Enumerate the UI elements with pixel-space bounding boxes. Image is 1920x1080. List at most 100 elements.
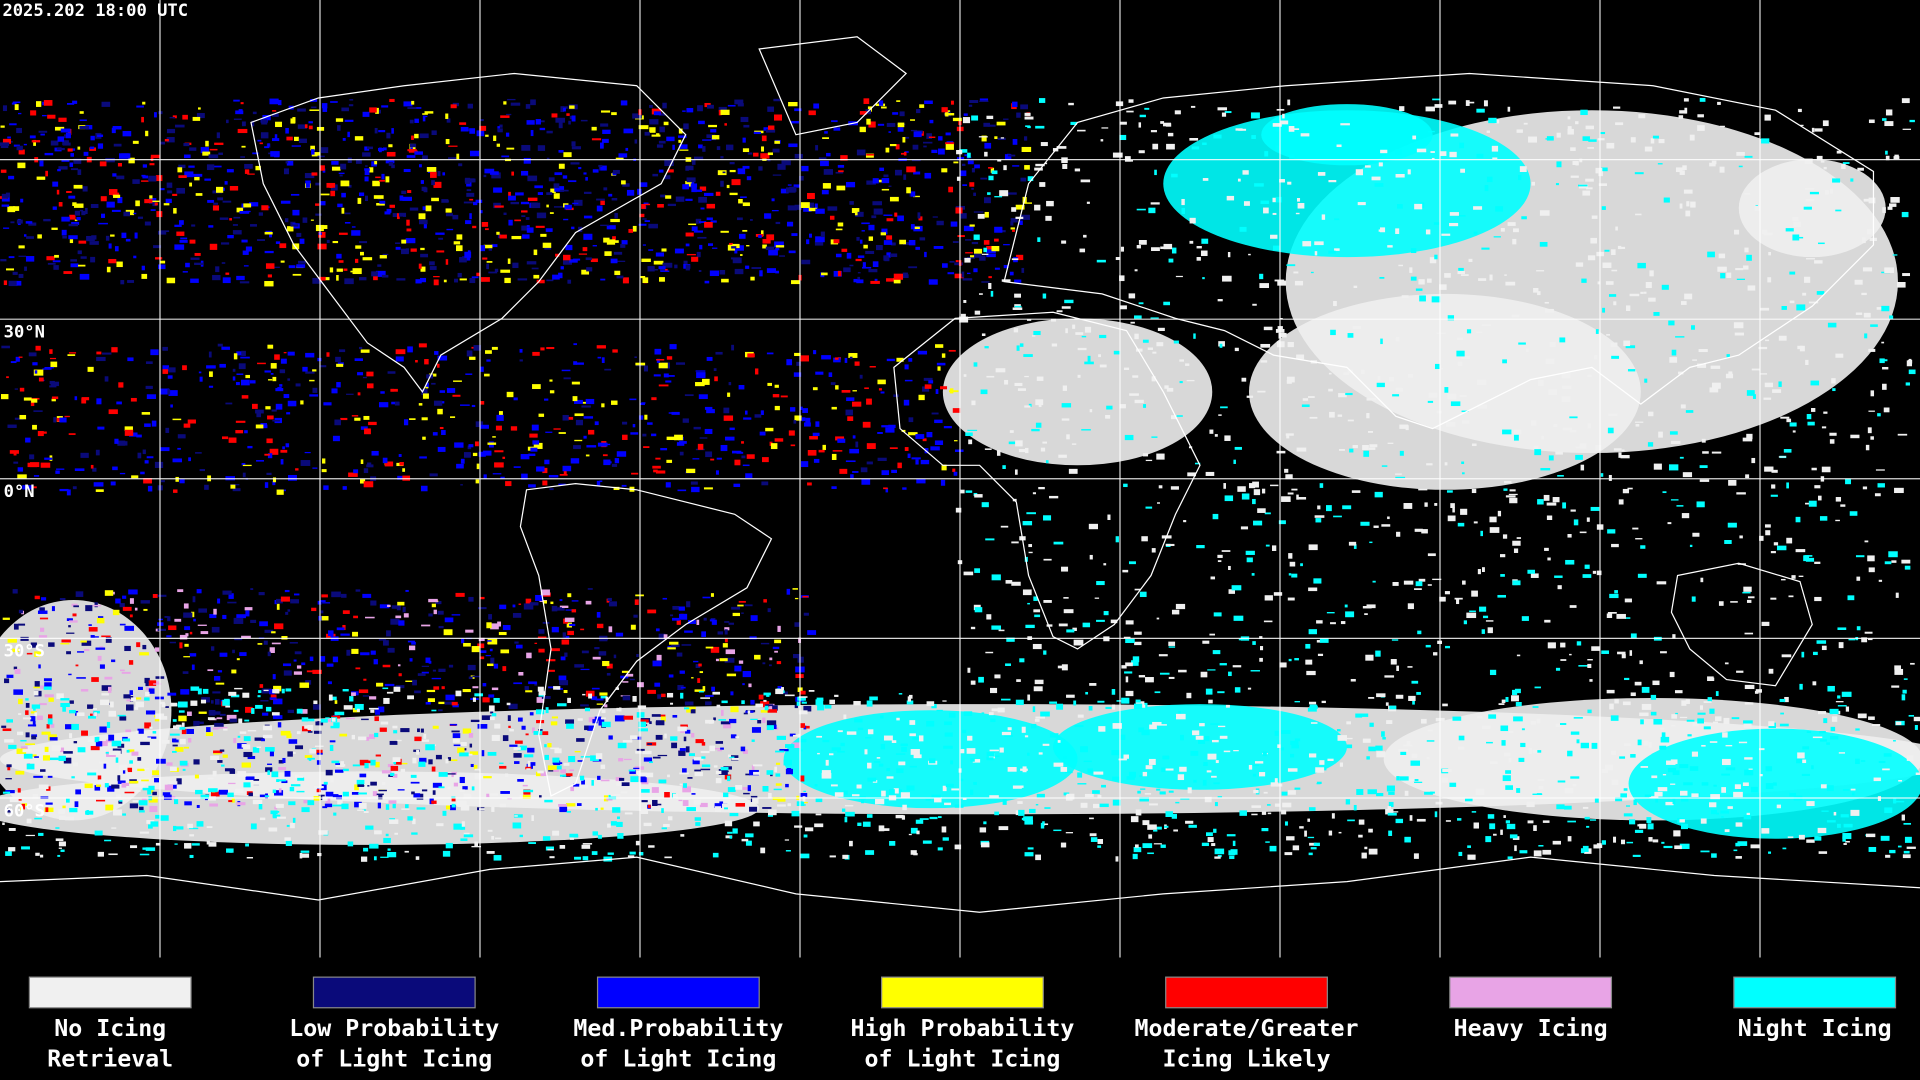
cloud-speckle <box>1591 215 1598 219</box>
cloud-speckle <box>531 267 539 270</box>
cloud-speckle <box>1360 521 1370 526</box>
cloud-speckle <box>685 243 690 247</box>
cloud-speckle <box>1297 203 1305 209</box>
cloud-speckle <box>908 266 918 269</box>
cloud-speckle <box>1638 114 1646 119</box>
cloud-speckle <box>547 765 558 771</box>
cloud-speckle <box>614 270 621 276</box>
cloud-speckle <box>450 104 457 109</box>
cloud-speckle <box>727 392 731 397</box>
cloud-speckle <box>376 793 384 796</box>
cloud-speckle <box>533 442 543 449</box>
cloud-speckle <box>1012 138 1018 145</box>
cloud-speckle <box>1125 676 1129 683</box>
cloud-speckle <box>481 750 485 757</box>
cloud-speckle <box>97 143 104 149</box>
cloud-speckle <box>44 807 54 813</box>
cloud-speckle <box>548 177 555 182</box>
cloud-speckle <box>450 416 456 418</box>
cloud-speckle <box>615 632 624 637</box>
cloud-speckle <box>1743 722 1752 728</box>
cloud-speckle <box>278 767 287 771</box>
cloud-speckle <box>411 100 415 105</box>
cloud-speckle <box>406 155 416 158</box>
cloud-speckle <box>12 648 20 653</box>
cloud-speckle <box>121 153 131 159</box>
cloud-speckle <box>189 147 197 151</box>
cloud-speckle <box>222 436 229 440</box>
cloud-speckle <box>767 159 771 162</box>
cloud-speckle <box>1497 594 1506 598</box>
cloud-speckle <box>228 691 237 696</box>
cloud-speckle <box>238 363 246 370</box>
cloud-speckle <box>746 454 755 459</box>
cloud-speckle <box>1300 133 1310 137</box>
cloud-speckle <box>63 757 72 764</box>
cloud-speckle <box>1675 336 1685 338</box>
cloud-speckle <box>1861 637 1868 643</box>
cloud-speckle <box>1578 184 1588 187</box>
cloud-speckle <box>679 451 684 456</box>
cloud-speckle <box>1526 801 1535 808</box>
cloud-speckle <box>145 385 153 389</box>
cloud-speckle <box>232 224 238 226</box>
cloud-speckle <box>301 726 311 732</box>
cloud-speckle <box>611 400 618 405</box>
cloud-speckle <box>354 358 363 362</box>
cloud-speckle <box>309 394 319 397</box>
cloud-speckle <box>772 174 782 176</box>
cloud-speckle <box>161 739 170 744</box>
cloud-speckle <box>14 668 21 674</box>
cloud-speckle <box>3 280 8 286</box>
cloud-speckle <box>39 617 49 620</box>
cloud-speckle <box>521 144 531 151</box>
cloud-speckle <box>359 241 368 244</box>
cloud-speckle <box>1207 837 1214 843</box>
cloud-speckle <box>995 368 1006 373</box>
cloud-speckle <box>117 162 122 167</box>
cloud-speckle <box>1253 520 1263 526</box>
cloud-speckle <box>1407 169 1411 175</box>
cloud-speckle <box>1707 251 1715 258</box>
cloud-speckle <box>1487 627 1493 634</box>
cloud-speckle <box>543 600 547 604</box>
cloud-speckle <box>1395 228 1400 234</box>
cloud-speckle <box>99 664 105 669</box>
cloud-speckle <box>195 193 203 196</box>
cloud-speckle <box>12 206 20 211</box>
cloud-speckle <box>1597 138 1605 141</box>
cloud-speckle <box>558 272 563 279</box>
cloud-speckle <box>20 198 24 203</box>
cloud-speckle <box>722 171 726 174</box>
cloud-speckle <box>1449 151 1457 158</box>
cloud-speckle <box>606 672 611 676</box>
cloud-speckle <box>717 170 727 176</box>
cloud-speckle <box>767 106 775 112</box>
cloud-speckle <box>7 136 11 139</box>
cloud-speckle <box>485 228 489 231</box>
cloud-speckle <box>661 248 667 252</box>
cloud-speckle <box>1892 254 1898 256</box>
cloud-speckle <box>1034 204 1041 211</box>
cloud-speckle <box>1832 388 1836 392</box>
cloud-speckle <box>962 117 971 124</box>
cloud-speckle <box>461 638 465 644</box>
cloud-speckle <box>918 216 923 221</box>
cloud-speckle <box>360 652 370 656</box>
cloud-speckle <box>1778 335 1787 341</box>
cloud-speckle <box>1294 787 1301 790</box>
cloud-speckle <box>1092 790 1100 794</box>
cloud-speckle <box>973 234 980 240</box>
cloud-speckle <box>758 166 763 171</box>
cloud-speckle <box>981 253 989 255</box>
cloud-speckle <box>283 670 292 676</box>
cloud-speckle <box>786 588 791 595</box>
cloud-speckle <box>944 113 955 116</box>
cloud-speckle <box>1403 580 1414 585</box>
cloud-speckle <box>1421 529 1428 534</box>
cloud-speckle <box>111 127 116 134</box>
cloud-speckle <box>833 270 842 277</box>
cloud-speckle <box>1101 127 1109 129</box>
cloud-speckle <box>1829 439 1835 444</box>
cloud-speckle <box>1 193 8 199</box>
